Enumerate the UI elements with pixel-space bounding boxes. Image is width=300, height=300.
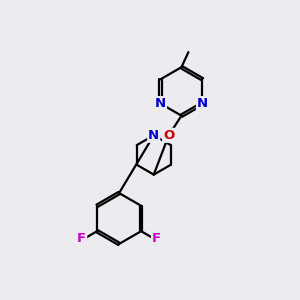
Text: F: F <box>152 232 161 244</box>
Text: N: N <box>197 97 208 110</box>
Text: N: N <box>155 97 166 110</box>
Text: F: F <box>77 232 86 244</box>
Text: O: O <box>163 129 174 142</box>
Text: N: N <box>148 129 159 142</box>
